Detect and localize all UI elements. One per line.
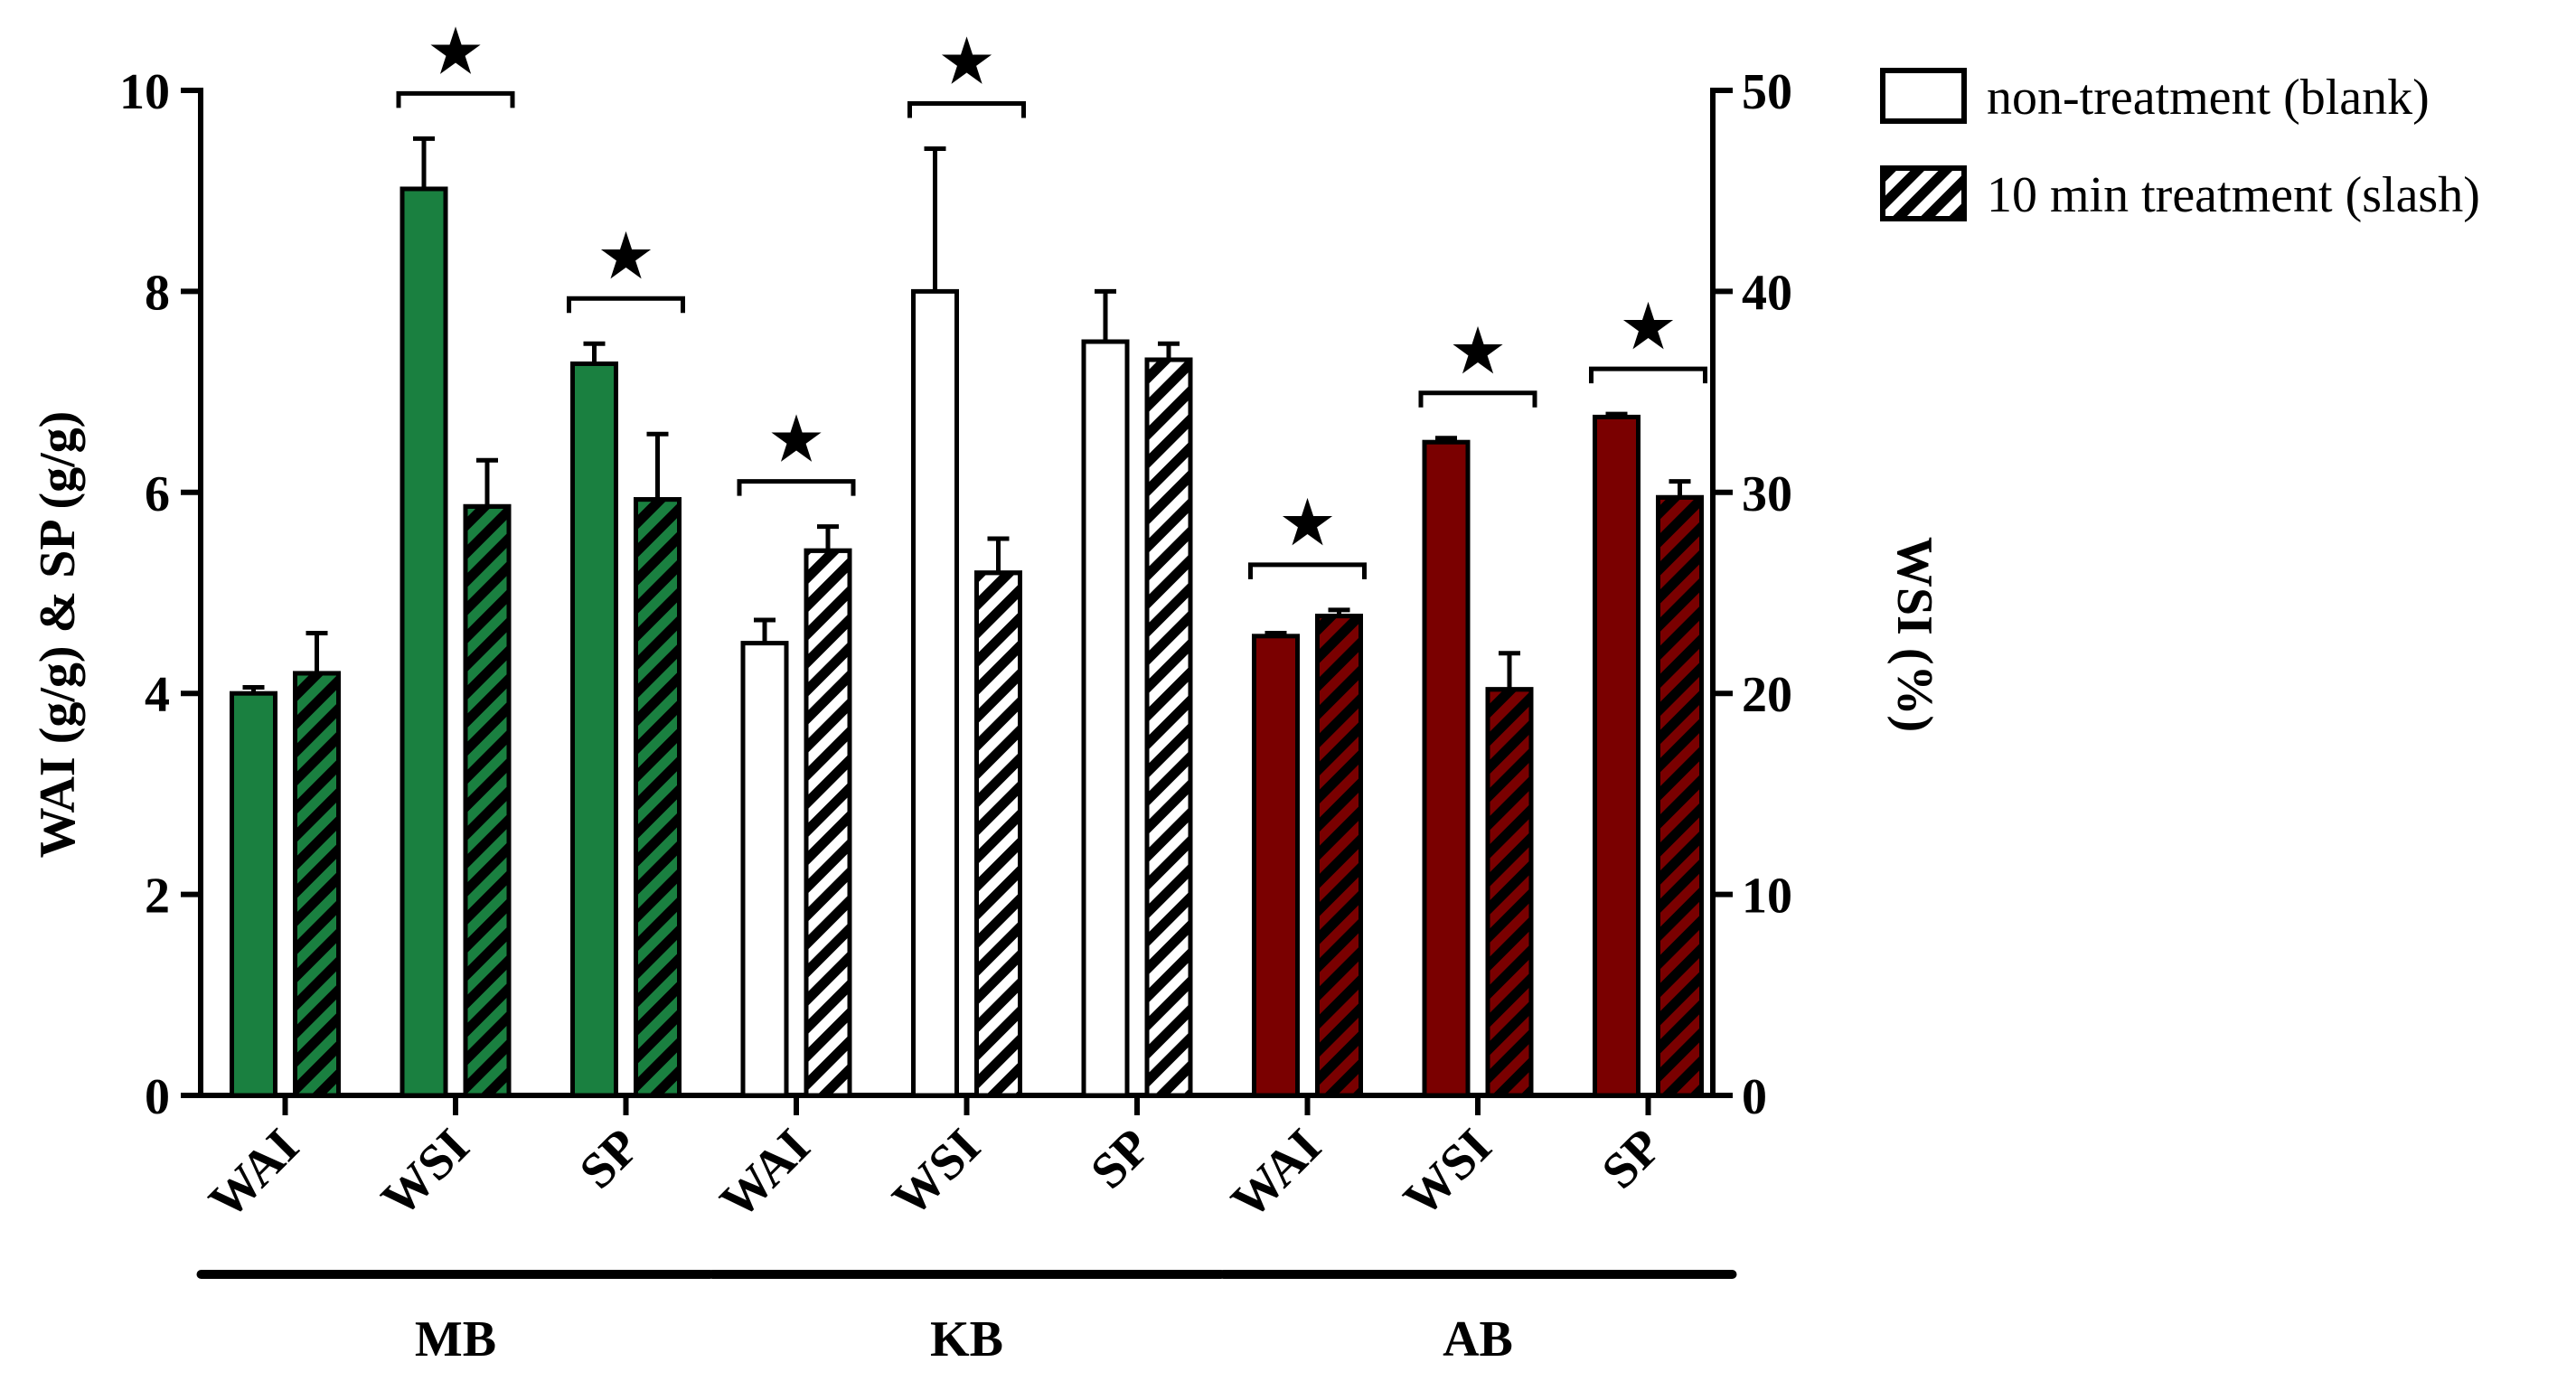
bar-blank [1593, 414, 1641, 1098]
y-axis-left-label: WAI (g/g) & SP (g/g) [30, 411, 86, 859]
legend-swatch-hatched [1880, 165, 1967, 221]
bar-blank [1252, 634, 1300, 1098]
bar-treated-hatch [293, 671, 341, 1098]
bar-treated-hatch [1485, 687, 1534, 1098]
bar-treated-hatch [1656, 494, 1704, 1098]
bar-treated-hatch [804, 548, 852, 1098]
bar-blank [1081, 339, 1130, 1098]
significance-bracket [737, 479, 856, 496]
significance-star: ★ [767, 401, 826, 477]
bar-treated-hatch [463, 503, 512, 1098]
bar-blank [230, 690, 277, 1098]
group-label: MB [415, 1311, 496, 1367]
x-tick-label: WSI [371, 1118, 480, 1227]
significance-star: ★ [597, 218, 655, 294]
bar-blank [1422, 439, 1471, 1098]
x-tick-label: WSI [882, 1118, 992, 1227]
significance-star: ★ [427, 13, 485, 89]
y-right-tick-label: 30 [1742, 466, 1792, 522]
significance-bracket [1589, 366, 1707, 384]
significance-bracket [1248, 562, 1367, 579]
x-tick-label: WSI [1393, 1118, 1502, 1227]
y-left-tick-label: 6 [145, 466, 170, 522]
y-right-tick-label: 20 [1742, 667, 1792, 723]
x-tick-label: WAI [199, 1118, 310, 1229]
y-right-tick-label: 10 [1742, 869, 1792, 925]
y-right-tick-label: 50 [1742, 64, 1792, 120]
bar-blank [911, 288, 959, 1098]
legend-swatch-blank [1880, 68, 1967, 124]
significance-bracket [1418, 390, 1537, 408]
x-tick-label: WAI [1221, 1118, 1332, 1229]
significance-bracket [396, 90, 515, 108]
bar-treated-hatch [1315, 614, 1363, 1098]
group-label: KB [930, 1311, 1003, 1367]
y-left-tick-label: 10 [119, 64, 170, 120]
y-left-tick-label: 8 [145, 265, 170, 321]
significance-star: ★ [937, 23, 996, 99]
bar-treated-hatch [634, 497, 682, 1098]
bar-blank [400, 186, 448, 1098]
bar-treated-hatch [1144, 357, 1193, 1098]
bar-blank [740, 641, 789, 1098]
x-tick-label: SP [1080, 1118, 1161, 1199]
y-right-tick-label: 40 [1742, 265, 1792, 321]
bar-blank [570, 361, 618, 1098]
y-left-tick-label: 4 [145, 667, 170, 723]
group-label: AB [1443, 1311, 1513, 1367]
y-left-tick-label: 0 [145, 1069, 170, 1125]
significance-star: ★ [1278, 484, 1337, 560]
y-axis-right-label: WSI (%) [1886, 537, 1942, 732]
plot-area: 0 2 4 6 8 10 0 10 20 30 40 50 WAI WSI ★ SP ★ MB WAI ★ WSI ★ SP… [119, 13, 1792, 1367]
y-left-tick-label: 2 [145, 869, 170, 925]
significance-bracket [907, 100, 1026, 118]
legend: non-treatment (blank) 10 min treatment (… [1880, 68, 2480, 223]
significance-star: ★ [1619, 288, 1678, 364]
bar-treated-hatch [974, 570, 1022, 1098]
x-tick-label: SP [1592, 1118, 1673, 1199]
x-tick-label: SP [569, 1118, 651, 1199]
significance-bracket [567, 296, 685, 314]
legend-label-hatched: 10 min treatment (slash) [1987, 167, 2480, 223]
significance-star: ★ [1449, 313, 1508, 389]
legend-label-blank: non-treatment (blank) [1987, 70, 2430, 126]
x-tick-label: WAI [710, 1118, 821, 1229]
y-right-tick-label: 0 [1742, 1069, 1767, 1125]
